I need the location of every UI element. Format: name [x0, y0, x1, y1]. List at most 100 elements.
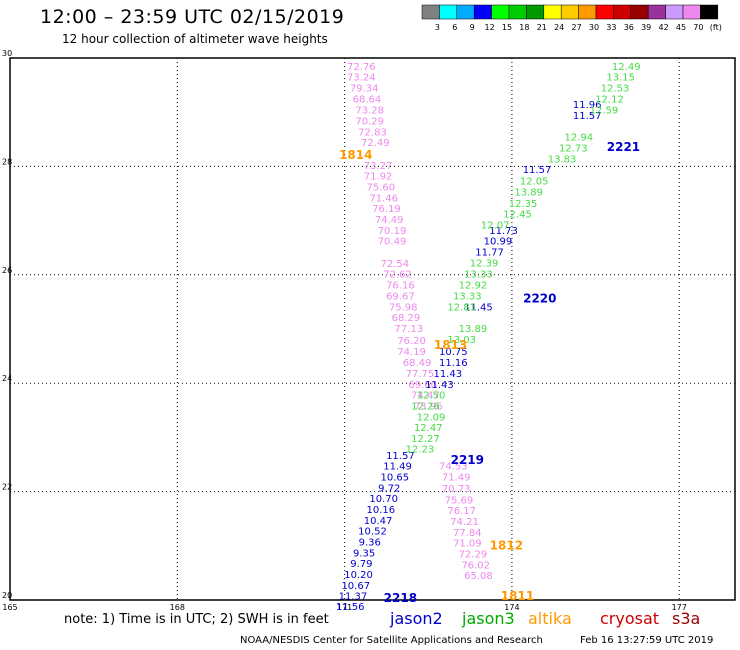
data-point: 71.09 [453, 539, 482, 550]
data-point: 77.75 [406, 369, 435, 380]
legend-s3a: s3a [672, 609, 701, 628]
data-point: 10.16 [367, 505, 396, 516]
y-tick-label: 28 [2, 157, 12, 166]
pass-label: 1811 [501, 589, 534, 603]
data-point: 12.23 [406, 444, 435, 455]
colorbar-swatch [491, 4, 510, 20]
colorbar-swatch [560, 4, 579, 20]
data-point: 12.07 [481, 220, 510, 231]
data-point: 10.20 [344, 570, 373, 581]
data-point: 68.64 [353, 95, 382, 106]
data-point: 10.65 [380, 473, 409, 484]
colorbar-swatch [595, 4, 614, 20]
data-point: 74.49 [375, 215, 404, 226]
data-point: 12.73 [559, 144, 588, 155]
data-point: 9.35 [353, 548, 375, 559]
legend-jason3: jason3 [462, 609, 515, 628]
colorbar-label: 33 [606, 23, 616, 32]
pass-label: 2219 [451, 453, 484, 467]
x-tick-label: 177 [672, 603, 687, 612]
data-point: 12.49 [612, 62, 641, 73]
colorbar-label: (ft) [710, 23, 722, 32]
colorbar-label: 39 [641, 23, 651, 32]
y-tick-label: 30 [2, 49, 12, 58]
data-point: 74.19 [397, 347, 426, 358]
data-point: 13.33 [464, 269, 493, 280]
data-point: 75.98 [389, 302, 418, 313]
colorbar-label: 15 [502, 23, 512, 32]
data-point: 12.47 [414, 423, 443, 434]
colorbar-label: 36 [624, 23, 634, 32]
data-point: 11.43 [425, 380, 454, 391]
y-tick-label: 24 [2, 374, 12, 383]
colorbar-swatch [647, 4, 666, 20]
colorbar-swatch [421, 4, 440, 20]
data-point: 11.96 [573, 100, 602, 111]
data-point: 72.54 [380, 259, 409, 270]
data-point: 68.49 [403, 358, 432, 369]
data-point: 9.72 [378, 483, 400, 494]
data-point: 12.35 [509, 199, 538, 210]
data-point: 13.03 [447, 335, 476, 346]
data-point: 79.34 [350, 83, 379, 94]
pass-label: 2218 [384, 591, 417, 605]
data-point: 73.24 [347, 73, 376, 84]
data-point: 12.92 [459, 281, 488, 292]
data-point: 70.73 [442, 484, 471, 495]
colorbar-swatch [578, 4, 597, 20]
data-point: 11.57 [386, 451, 415, 462]
plot-frame [9, 57, 736, 601]
data-point: 71.49 [442, 473, 471, 484]
data-point: 77.13 [394, 324, 423, 335]
page-title: 12:00 – 23:59 UTC 02/15/2019 [40, 6, 345, 28]
pass-label: 1814 [339, 148, 372, 162]
data-point: 11.56 [336, 602, 365, 613]
colorbar-label: 3 [435, 23, 440, 32]
data-point: 73.27 [364, 161, 393, 172]
data-point: 74.21 [450, 517, 479, 528]
data-point: 10.99 [484, 237, 513, 248]
data-point: 68.29 [392, 313, 421, 324]
data-point: 11.49 [383, 462, 412, 473]
colorbar-label: 6 [452, 23, 457, 32]
data-point: 72.83 [358, 127, 387, 138]
y-tick-label: 26 [2, 266, 12, 275]
data-point: 12.39 [470, 258, 499, 269]
data-point: 76.17 [447, 506, 476, 517]
data-point: 12.81 [447, 302, 476, 313]
data-point: 12.27 [411, 434, 440, 445]
data-point: 73.28 [355, 106, 384, 117]
data-point: 74.47 [411, 391, 440, 402]
data-point: 13.15 [606, 73, 635, 84]
data-point: 70.29 [355, 116, 384, 127]
colorbar-swatch [682, 4, 701, 20]
data-point: 11.77 [475, 248, 504, 259]
colorbar-swatch [543, 4, 562, 20]
colorbar-swatch [630, 4, 649, 20]
data-point: 13.33 [453, 291, 482, 302]
data-point: 12.45 [503, 210, 532, 221]
data-point: 70.19 [378, 226, 407, 237]
colorbar-label: 21 [537, 23, 547, 32]
data-point: 77.84 [453, 528, 482, 539]
footer-timestamp: Feb 16 13:27:59 UTC 2019 [580, 635, 714, 646]
data-point: 11.73 [489, 226, 518, 237]
data-point: 9.36 [359, 538, 381, 549]
pass-label: 1813 [434, 338, 467, 352]
data-point: 13.89 [459, 324, 488, 335]
data-point: 11.37 [339, 592, 368, 603]
note-text: note: 1) Time is in UTC; 2) SWH is in fe… [64, 612, 329, 627]
data-point: 12.50 [417, 391, 446, 402]
data-point: 10.67 [341, 581, 370, 592]
data-point: 11.16 [439, 358, 468, 369]
data-point: 71.46 [369, 193, 398, 204]
data-point: 76.20 [397, 336, 426, 347]
colorbar-swatch [456, 4, 475, 20]
data-point: 72.29 [459, 549, 488, 560]
data-point: 69.60 [408, 380, 437, 391]
data-point: 12.12 [595, 95, 624, 106]
colorbar-swatch [473, 4, 492, 20]
data-point: 70.49 [378, 237, 407, 248]
pass-label: 2220 [523, 292, 556, 306]
data-point: 75.60 [367, 183, 396, 194]
